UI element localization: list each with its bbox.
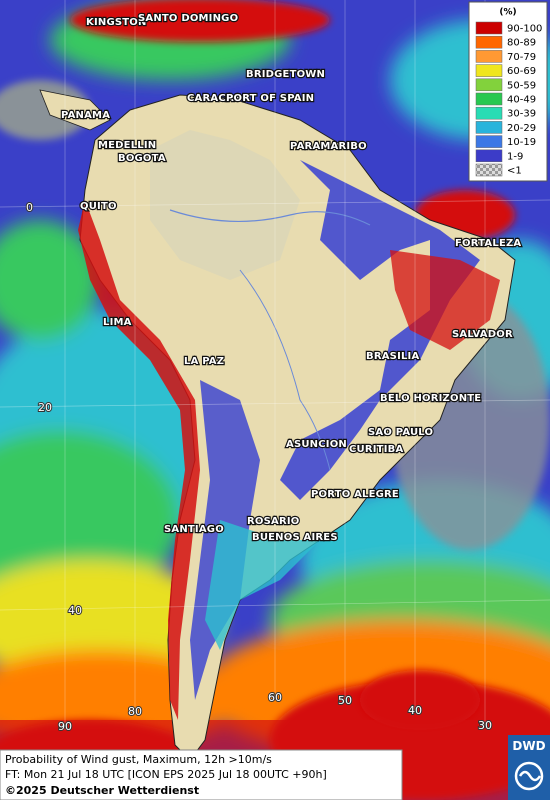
city-label: SANTIAGO (164, 524, 224, 535)
longitude-label: 90 (58, 720, 72, 733)
graticule (0, 0, 550, 730)
city-label: CARACAS (187, 93, 241, 104)
longitude-label: 50 (338, 694, 352, 707)
legend: (%) 90-100 80-89 70-79 60-69 50-59 40-49 30-39… (468, 1, 548, 182)
latitude-label: 20 (38, 401, 52, 414)
legend-label: 90-100 (507, 24, 542, 35)
latitude-labels: 0 20 40 (25, 200, 83, 618)
city-labels: KINGSTON SANTO DOMINGO BRIDGETOWN CARACA… (60, 12, 523, 544)
city-label: BELO HORIZONTE (380, 393, 481, 404)
legend-swatch (475, 92, 503, 106)
legend-label: 30-39 (507, 109, 536, 120)
legend-label: <1 (507, 166, 522, 177)
legend-label: 40-49 (507, 95, 536, 106)
legend-swatch (475, 64, 503, 77)
legend-swatch (475, 50, 503, 63)
legend-swatch (475, 21, 503, 35)
city-label: SALVADOR (452, 329, 513, 340)
legend-swatch (475, 35, 503, 49)
legend-label: 20-29 (507, 123, 536, 134)
latitude-label: 40 (68, 604, 82, 617)
land (39, 89, 516, 761)
longitude-labels: 90 80 60 50 40 30 (57, 690, 493, 734)
latitude-label: 0 (26, 201, 33, 214)
legend-label: 50-59 (507, 80, 536, 91)
city-label: KINGSTON (86, 17, 147, 28)
legend-label: 1-9 (507, 151, 523, 162)
legend-swatch (475, 78, 503, 92)
legend-unit: (%) (499, 8, 516, 18)
footer: Probability of Wind gust, Maximum, 12h >… (0, 749, 403, 800)
city-label: BOGOTA (118, 153, 166, 164)
city-label: PORT OF SPAIN (226, 93, 314, 104)
logo-icon (514, 761, 544, 791)
city-label: LIMA (103, 317, 132, 328)
city-label: FORTALEZA (455, 238, 521, 249)
longitude-label: 60 (268, 691, 282, 704)
longitude-label: 80 (128, 705, 142, 718)
legend-label: 10-19 (507, 137, 536, 148)
caption-line: FT: Mon 21 Jul 18 UTC [ICON EPS 2025 Jul… (5, 768, 327, 781)
logo-text: DWD (512, 739, 545, 753)
legend-label: 60-69 (507, 66, 536, 77)
city-label: SANTO DOMINGO (138, 13, 238, 24)
city-label: MEDELLIN (98, 140, 156, 151)
city-label: LA PAZ (184, 356, 224, 367)
legend-swatch (475, 106, 503, 120)
city-label: PANAMA (61, 110, 110, 121)
legend-swatch (475, 135, 503, 148)
legend-swatch (475, 121, 503, 134)
city-label: ASUNCION (286, 439, 347, 450)
longitude-label: 30 (478, 719, 492, 732)
legend-swatch (475, 163, 503, 177)
legend-label: 70-79 (507, 52, 536, 63)
caption-box (0, 749, 403, 800)
logo-icon (518, 770, 542, 782)
caption-line: ©2025 Deutscher Wetterdienst (5, 784, 199, 797)
caption-line: Probability of Wind gust, Maximum, 12h >… (5, 753, 272, 766)
logo: DWD (508, 735, 550, 800)
legend-label: 80-89 (507, 38, 536, 49)
city-label: BRIDGETOWN (246, 69, 325, 80)
city-label: BUENOS AIRES (252, 532, 338, 543)
city-label: SAO PAULO (368, 427, 433, 438)
city-label: BRASILIA (366, 351, 419, 362)
city-label: PARAMARIBO (290, 141, 367, 152)
city-label: PORTO ALEGRE (311, 489, 399, 500)
legend-swatch (475, 149, 503, 163)
city-label: CURITIBA (349, 444, 403, 455)
city-label: ROSARIO (247, 516, 299, 527)
city-label: QUITO (80, 201, 117, 212)
longitude-label: 40 (408, 704, 422, 717)
